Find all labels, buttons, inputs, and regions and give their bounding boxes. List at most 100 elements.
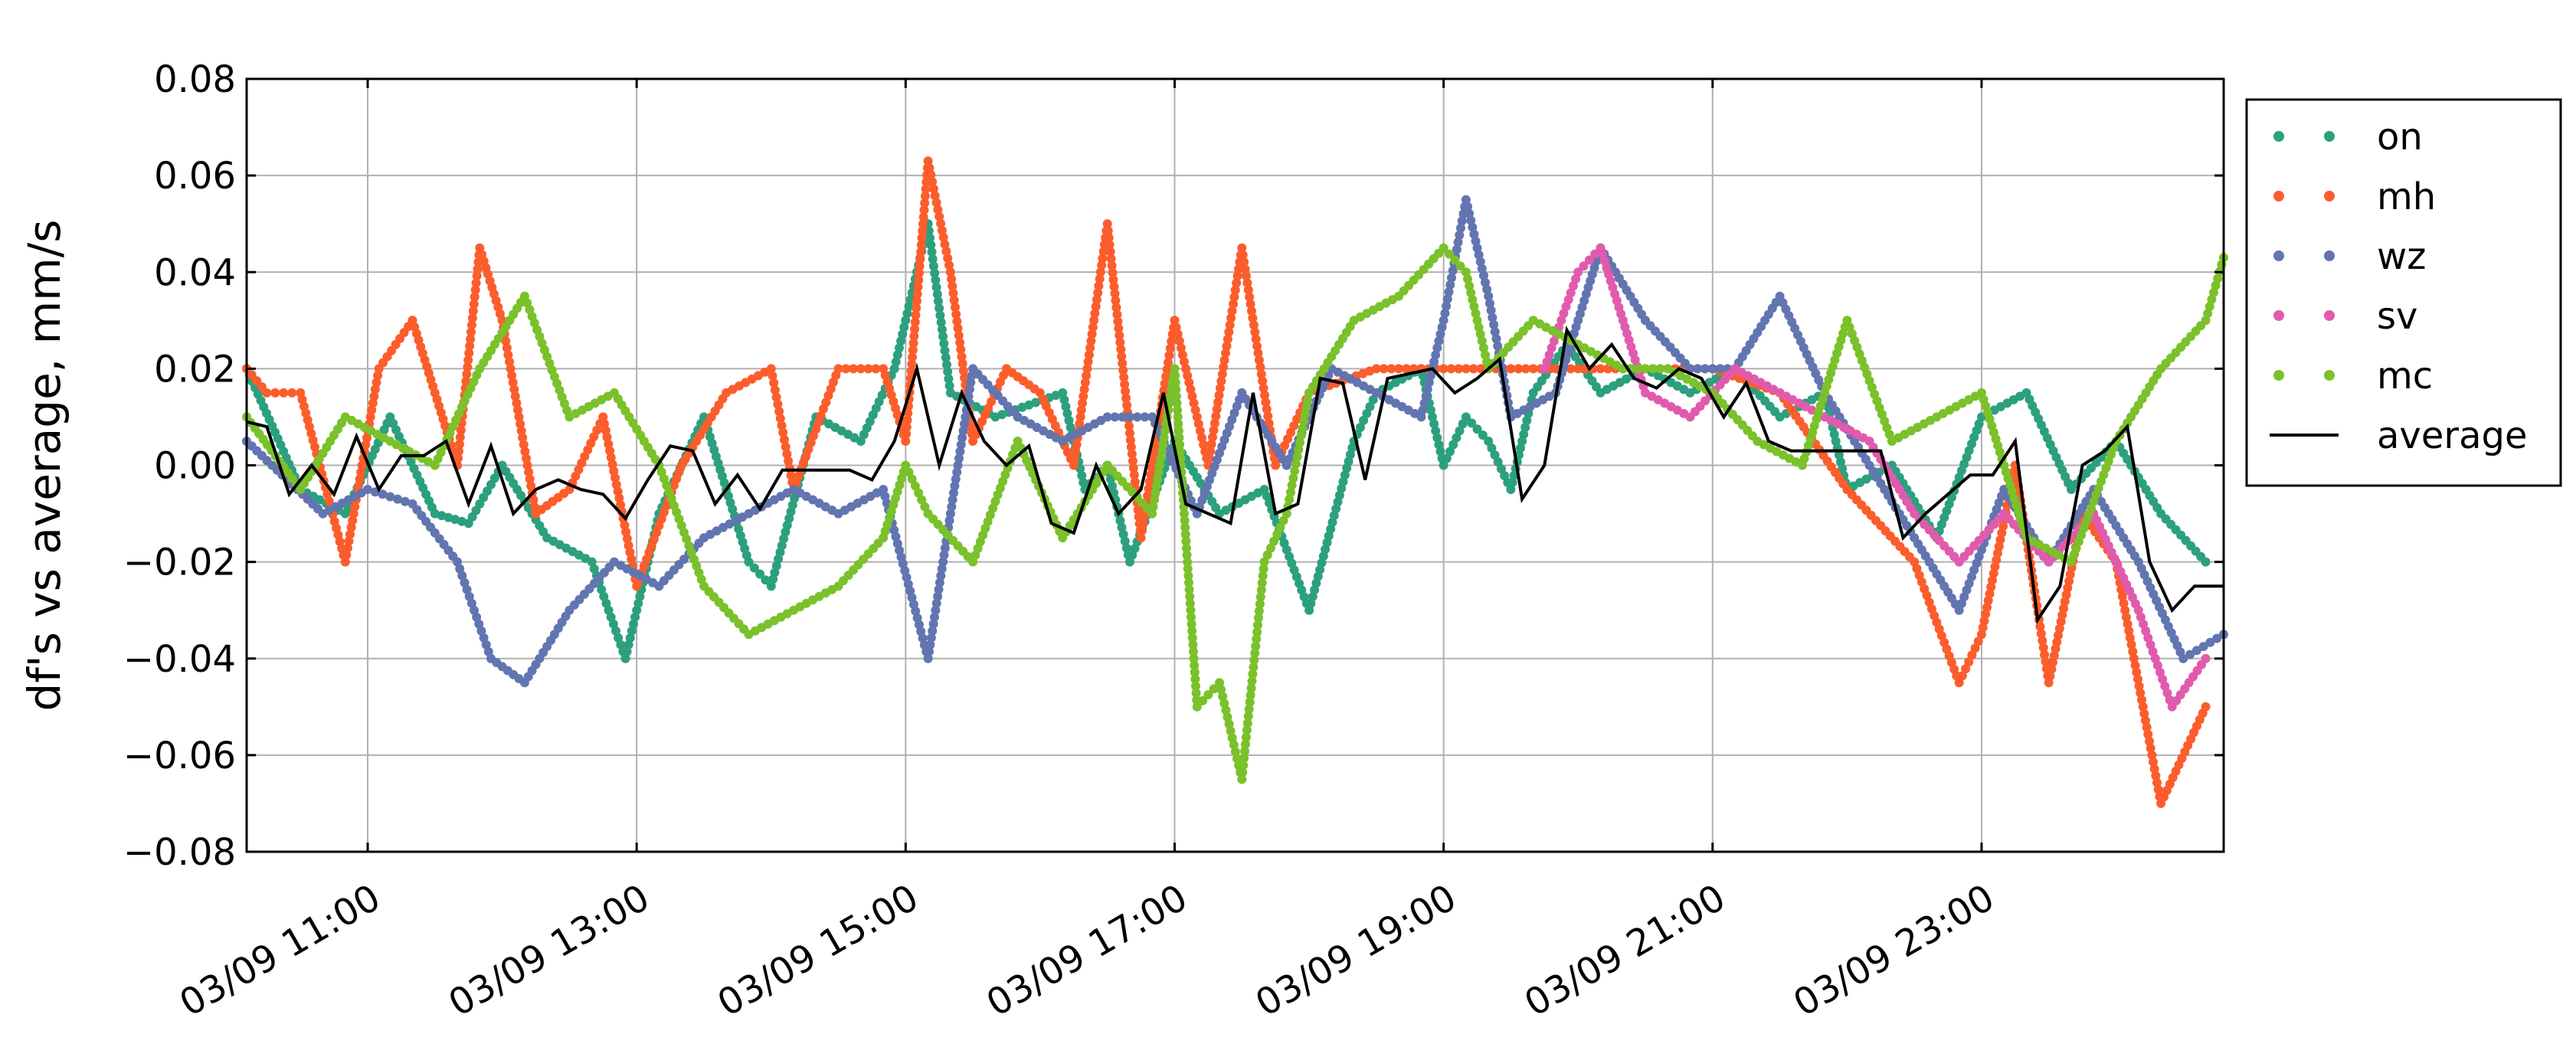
trace-dot bbox=[912, 296, 921, 306]
trace-dot bbox=[931, 275, 941, 285]
trace-dot bbox=[780, 435, 789, 445]
trace-dot bbox=[1242, 278, 1252, 288]
trace-dot bbox=[904, 467, 914, 477]
trace-dot bbox=[920, 502, 930, 512]
trace-dot bbox=[1214, 391, 1224, 400]
trace-dot bbox=[902, 429, 912, 439]
trace-dot bbox=[936, 218, 946, 228]
trace-dot bbox=[934, 578, 944, 587]
trace-dot bbox=[1429, 419, 1439, 429]
trace-dot bbox=[1641, 364, 1650, 374]
data-point bbox=[1170, 364, 1180, 374]
trace-dot bbox=[1110, 412, 1120, 422]
trace-dot bbox=[2041, 656, 2051, 666]
trace-dot bbox=[599, 591, 609, 601]
trace-dot bbox=[514, 412, 524, 422]
trace-dot bbox=[930, 268, 940, 278]
trace-dot bbox=[1171, 322, 1181, 332]
trace-dot bbox=[1071, 447, 1081, 457]
trace-dot bbox=[948, 281, 957, 291]
trace-dot bbox=[635, 591, 645, 601]
trace-dot bbox=[502, 343, 512, 353]
trace-dot bbox=[1517, 437, 1527, 446]
trace-dot bbox=[1566, 288, 1576, 298]
data-point bbox=[923, 156, 933, 166]
trace-dot bbox=[370, 385, 380, 394]
trace-dot bbox=[1065, 423, 1075, 432]
trace-dot bbox=[1251, 641, 1261, 651]
trace-dot bbox=[1475, 329, 1485, 339]
trace-dot bbox=[507, 371, 517, 381]
trace-dot bbox=[931, 198, 941, 208]
trace-dot bbox=[907, 359, 917, 369]
trace-dot bbox=[1223, 712, 1232, 722]
trace-dot bbox=[1227, 306, 1237, 316]
trace-dot bbox=[369, 391, 379, 401]
trace-dot bbox=[1435, 329, 1445, 339]
trace-dot bbox=[1988, 568, 1998, 578]
trace-dot bbox=[1133, 505, 1143, 515]
trace-dot bbox=[931, 283, 941, 292]
trace-dot bbox=[1221, 349, 1230, 358]
data-point bbox=[1506, 364, 1516, 374]
trace-dot bbox=[1507, 478, 1517, 487]
trace-dot bbox=[1240, 264, 1250, 274]
trace-dot bbox=[344, 536, 354, 546]
trace-dot bbox=[355, 474, 365, 484]
trace-dot bbox=[938, 232, 948, 242]
trace-dot bbox=[1275, 522, 1285, 532]
trace-dot bbox=[362, 433, 372, 443]
trace-dot bbox=[601, 598, 611, 608]
trace-dot bbox=[1528, 364, 1538, 374]
legend-item-mc: mc bbox=[2273, 355, 2433, 398]
trace-dot bbox=[1979, 616, 1989, 626]
trace-dot bbox=[621, 527, 631, 537]
data-point bbox=[1506, 485, 1516, 494]
trace-dot bbox=[1590, 249, 1600, 259]
trace-dot bbox=[1087, 329, 1097, 339]
trace-dot bbox=[1477, 336, 1487, 346]
trace-dot bbox=[1111, 296, 1121, 306]
trace-dot bbox=[1256, 369, 1266, 379]
trace-dot bbox=[1465, 208, 1475, 218]
trace-dot bbox=[2139, 619, 2149, 629]
trace-dot bbox=[604, 605, 614, 615]
series-layer bbox=[242, 156, 2228, 808]
trace-dot bbox=[1224, 719, 1234, 729]
trace-dot bbox=[1487, 443, 1497, 453]
trace-dot bbox=[908, 345, 918, 355]
legend-swatch bbox=[2273, 131, 2284, 142]
trace-dot bbox=[616, 640, 626, 650]
trace-dot bbox=[1286, 487, 1295, 497]
trace-dot bbox=[1359, 415, 1369, 425]
trace-dot bbox=[473, 264, 483, 274]
trace-dot bbox=[1285, 495, 1295, 504]
trace-dot bbox=[506, 364, 516, 374]
legend-swatch bbox=[2324, 191, 2335, 201]
trace-dot bbox=[1183, 564, 1193, 574]
trace-dot bbox=[912, 289, 922, 299]
trace-dot bbox=[964, 391, 974, 401]
trace-dot bbox=[1252, 341, 1262, 351]
data-point bbox=[2201, 316, 2211, 326]
trace-dot bbox=[1189, 653, 1199, 663]
trace-dot bbox=[1295, 437, 1304, 447]
trace-dot bbox=[1091, 302, 1101, 312]
trace-dot bbox=[1198, 695, 1208, 705]
data-point bbox=[833, 364, 843, 374]
trace-dot bbox=[1180, 509, 1189, 519]
data-point bbox=[2201, 557, 2211, 567]
trace-dot bbox=[529, 495, 538, 505]
trace-dot bbox=[1084, 350, 1094, 360]
data-point bbox=[1069, 460, 1079, 470]
trace-dot bbox=[1379, 364, 1389, 374]
trace-dot bbox=[948, 495, 957, 505]
trace-dot bbox=[1128, 456, 1137, 466]
data-point bbox=[1192, 702, 1202, 712]
trace-dot bbox=[509, 385, 519, 394]
trace-dot bbox=[1170, 378, 1180, 388]
trace-dot bbox=[1105, 247, 1115, 257]
trace-dot bbox=[1129, 470, 1139, 480]
trace-dot bbox=[1125, 412, 1134, 422]
legend-swatch bbox=[2324, 310, 2335, 321]
